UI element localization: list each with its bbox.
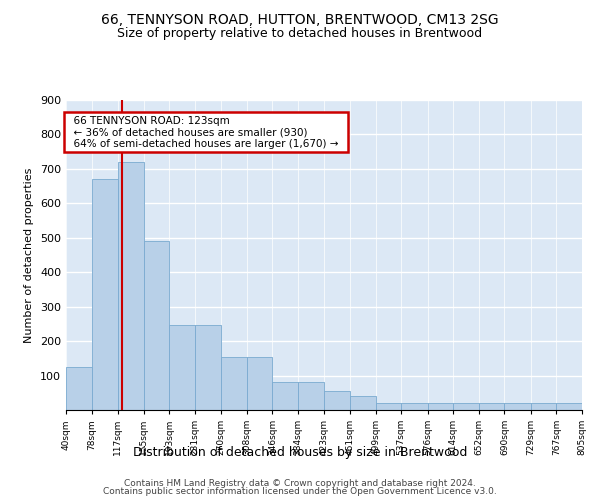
Bar bbox=[118, 162, 143, 410]
Bar bbox=[221, 356, 247, 410]
Y-axis label: Number of detached properties: Number of detached properties bbox=[25, 168, 34, 342]
Bar bbox=[92, 179, 118, 410]
Text: 66, TENNYSON ROAD, HUTTON, BRENTWOOD, CM13 2SG: 66, TENNYSON ROAD, HUTTON, BRENTWOOD, CM… bbox=[101, 12, 499, 26]
Bar bbox=[453, 403, 479, 410]
Bar bbox=[479, 403, 505, 410]
Bar bbox=[169, 324, 195, 410]
Bar bbox=[298, 382, 325, 410]
Bar bbox=[428, 403, 453, 410]
Text: Contains public sector information licensed under the Open Government Licence v3: Contains public sector information licen… bbox=[103, 487, 497, 496]
Bar bbox=[350, 396, 376, 410]
Text: 66 TENNYSON ROAD: 123sqm  
  ← 36% of detached houses are smaller (930)  
  64% : 66 TENNYSON ROAD: 123sqm ← 36% of detach… bbox=[67, 116, 344, 148]
Bar bbox=[247, 356, 272, 410]
Text: Contains HM Land Registry data © Crown copyright and database right 2024.: Contains HM Land Registry data © Crown c… bbox=[124, 478, 476, 488]
Bar bbox=[143, 241, 169, 410]
Bar bbox=[66, 367, 92, 410]
Bar bbox=[531, 403, 556, 410]
Text: Size of property relative to detached houses in Brentwood: Size of property relative to detached ho… bbox=[118, 28, 482, 40]
Bar bbox=[195, 324, 221, 410]
Bar bbox=[556, 403, 582, 410]
Bar bbox=[505, 403, 531, 410]
Text: Distribution of detached houses by size in Brentwood: Distribution of detached houses by size … bbox=[133, 446, 467, 459]
Bar bbox=[376, 403, 401, 410]
Bar bbox=[272, 382, 298, 410]
Bar bbox=[325, 391, 350, 410]
Bar bbox=[401, 403, 428, 410]
